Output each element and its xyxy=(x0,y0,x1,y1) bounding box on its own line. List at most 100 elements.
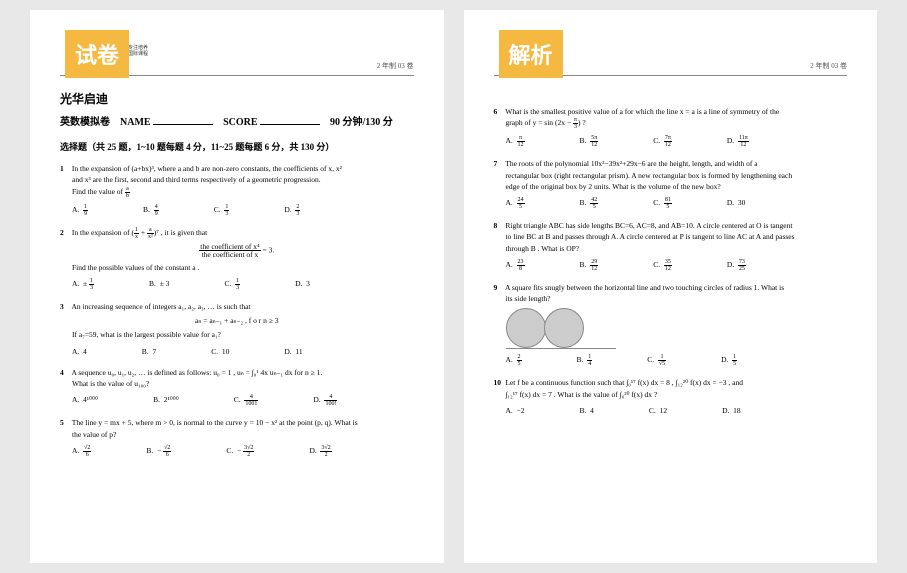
q4-num: 4 xyxy=(60,367,70,378)
q8-text1: Right triangle ABC has side lengths BC=6… xyxy=(505,221,792,230)
q9-optA: A. 25 xyxy=(506,354,522,367)
page-ref-right: 2 年制 03 卷 xyxy=(810,61,847,71)
q3-text1: An increasing sequence of integers a₁, a… xyxy=(71,302,250,311)
q5-options: A. √26 B. − √26 C. − 3√22 D. 3√22 xyxy=(72,445,414,458)
q1-frac: ab xyxy=(125,186,130,199)
page-left: 试卷 专注培养 国际课程 2 年制 03 卷 光华启迪 英数模拟卷 NAME S… xyxy=(30,10,444,563)
q9-options: A. 25 B. 14 C. 1√5 D. 15 xyxy=(506,354,848,367)
question-9: 9 A square fits snugly between the horiz… xyxy=(494,282,848,368)
score-blank xyxy=(260,116,320,125)
badge-left: 试卷 xyxy=(65,30,129,78)
q2-text1: In the expansion of (1x + ax²)⁷ , it is … xyxy=(72,228,207,237)
header-small: 专注培养 国际课程 xyxy=(128,46,148,57)
q10-optA: A. −2 xyxy=(506,405,525,416)
q2-optB: B. ± 3 xyxy=(149,278,169,291)
q10-text1: Let f be a continuous function such that… xyxy=(505,378,743,387)
q5-optC: C. − 3√22 xyxy=(226,445,254,458)
q2-options: A. ± 13 B. ± 3 C. 13 D. 3 xyxy=(72,278,414,291)
q2-optC: C. 13 xyxy=(224,278,240,291)
question-8: 8 Right triangle ABC has side lengths BC… xyxy=(494,220,848,272)
q4-optD: D. 4100! xyxy=(313,394,337,407)
q10-options: A. −2 B. 4 C. 12 D. 18 xyxy=(506,405,848,416)
q8-text2: to line BC at B and passes through A. A … xyxy=(506,231,848,242)
q6-options: A. π12 B. 5π12 C. 7π12 D. 11π12 xyxy=(506,135,848,148)
page-ref-left: 2 年制 03 卷 xyxy=(377,61,414,71)
q5-optD: D. 3√22 xyxy=(309,445,331,458)
q1-options: A. 19 B. 49 C. 13 D. 23 xyxy=(72,204,414,217)
q7-optB: B. 425 xyxy=(580,197,599,210)
circle-1 xyxy=(506,308,546,348)
circle-2 xyxy=(544,308,584,348)
q1-optC: C. 13 xyxy=(214,204,230,217)
question-1: 1 In the expansion of (a+bx)³, where a a… xyxy=(60,163,414,217)
q2-optA: A. ± 13 xyxy=(72,278,94,291)
q5-text1: The line y = mx + 5, where m > 0, is nor… xyxy=(72,418,358,427)
q5-num: 5 xyxy=(60,417,70,428)
q4-options: A. 4¹⁰⁰⁰ B. 2¹⁰⁰⁰ C. 41001 D. 4100! xyxy=(72,394,414,407)
q9-optD: D. 15 xyxy=(721,354,737,367)
circles-diagram xyxy=(506,308,616,349)
q4-optA: A. 4¹⁰⁰⁰ xyxy=(72,394,98,407)
q7-text1: The roots of the polynomial 10x³−39x²+29… xyxy=(505,159,757,168)
q5-text2: the value of p? xyxy=(72,429,414,440)
q4-text2: What is the value of u₁₀₀? xyxy=(72,378,414,389)
q1-optD: D. 23 xyxy=(284,204,300,217)
q9-text2: its side length? xyxy=(506,293,848,304)
q10-optD: D. 18 xyxy=(722,405,741,416)
q3-formula: aₙ = aₙ₋₁ + aₙ₋₂ , f o r n ≥ 3 xyxy=(60,315,414,326)
q1-num: 1 xyxy=(60,163,70,174)
time-label: 90 分钟/130 分 xyxy=(330,117,393,128)
question-2: 2 In the expansion of (1x + ax²)⁷ , it i… xyxy=(60,227,414,291)
q5-optA: A. √26 xyxy=(72,445,91,458)
q5-optB: B. − √26 xyxy=(146,445,171,458)
q3-optC: C. 10 xyxy=(211,346,229,357)
q10-text2: ∫₁₂¹⁷ f(x) dx = 7 . What is the value of… xyxy=(506,389,848,400)
subtitle-line: 英数模拟卷 NAME SCORE 90 分钟/130 分 xyxy=(60,113,414,128)
cn-title: 光华启迪 xyxy=(60,90,414,107)
q2-num: 2 xyxy=(60,227,70,238)
q7-text3: edge of the original box by 2 units. Wha… xyxy=(506,181,848,192)
section-header: 选择题（共 25 题，1~10 题每题 4 分，11~25 题每题 6 分，共 … xyxy=(60,140,414,153)
q2-text2: Find the possible values of the constant… xyxy=(72,262,414,273)
badge-right: 解析 xyxy=(499,30,563,78)
q10-optB: B. 4 xyxy=(580,405,594,416)
q4-optC: C. 41001 xyxy=(234,394,259,407)
q3-optA: A. 4 xyxy=(72,346,87,357)
q1-text2: and x³ are the first, second and third t… xyxy=(72,174,414,185)
q7-optC: C. 815 xyxy=(653,197,672,210)
q8-text3: through B . What is OP? xyxy=(506,243,848,254)
q10-optC: C. 12 xyxy=(649,405,667,416)
q7-optA: A. 245 xyxy=(506,197,525,210)
q9-text1: A square fits snugly between the horizon… xyxy=(505,283,784,292)
question-10: 10 Let f be a continuous function such t… xyxy=(494,377,848,416)
q1-text3: Find the value of ab xyxy=(72,186,414,199)
q6-optD: D. 11π12 xyxy=(727,135,749,148)
question-3: 3 An increasing sequence of integers a₁,… xyxy=(60,301,414,357)
q6-optB: B. 5π12 xyxy=(580,135,599,148)
name-blank xyxy=(153,116,213,125)
q7-options: A. 245 B. 425 C. 815 D. 30 xyxy=(506,197,848,210)
q6-text1: What is the smallest positive value of a… xyxy=(505,107,779,116)
question-6: 6 What is the smallest positive value of… xyxy=(494,106,848,148)
q2-formula: the coefficient of x⁴the coefficient of … xyxy=(60,243,414,259)
q3-optD: D. 11 xyxy=(284,346,302,357)
q8-optA: A. 238 xyxy=(506,259,525,272)
page-right: 解析 2 年制 03 卷 6 What is the smallest posi… xyxy=(464,10,878,563)
q1-optA: A. 19 xyxy=(72,204,88,217)
q8-options: A. 238 B. 2912 C. 3512 D. 7325 xyxy=(506,259,848,272)
q3-optB: B. 7 xyxy=(142,346,156,357)
header-small2: 国际课程 xyxy=(128,52,148,57)
q4-text1: A sequence u₀, u₁, u₂, … is defined as f… xyxy=(71,368,322,377)
q9-optC: C. 1√5 xyxy=(647,354,666,367)
q7-num: 7 xyxy=(494,158,504,169)
q4-optB: B. 2¹⁰⁰⁰ xyxy=(153,394,179,407)
q3-options: A. 4 B. 7 C. 10 D. 11 xyxy=(72,346,414,357)
q1-text1: In the expansion of (a+bx)³, where a and… xyxy=(72,164,342,173)
q1-optB: B. 49 xyxy=(143,204,159,217)
question-5: 5 The line y = mx + 5, where m > 0, is n… xyxy=(60,417,414,458)
q6-optC: C. 7π12 xyxy=(653,135,672,148)
q9-num: 9 xyxy=(494,282,504,293)
question-4: 4 A sequence u₀, u₁, u₂, … is defined as… xyxy=(60,367,414,408)
question-7: 7 The roots of the polynomial 10x³−39x²+… xyxy=(494,158,848,210)
q3-text2: If a₇=59, what is the largest possible v… xyxy=(72,329,414,340)
